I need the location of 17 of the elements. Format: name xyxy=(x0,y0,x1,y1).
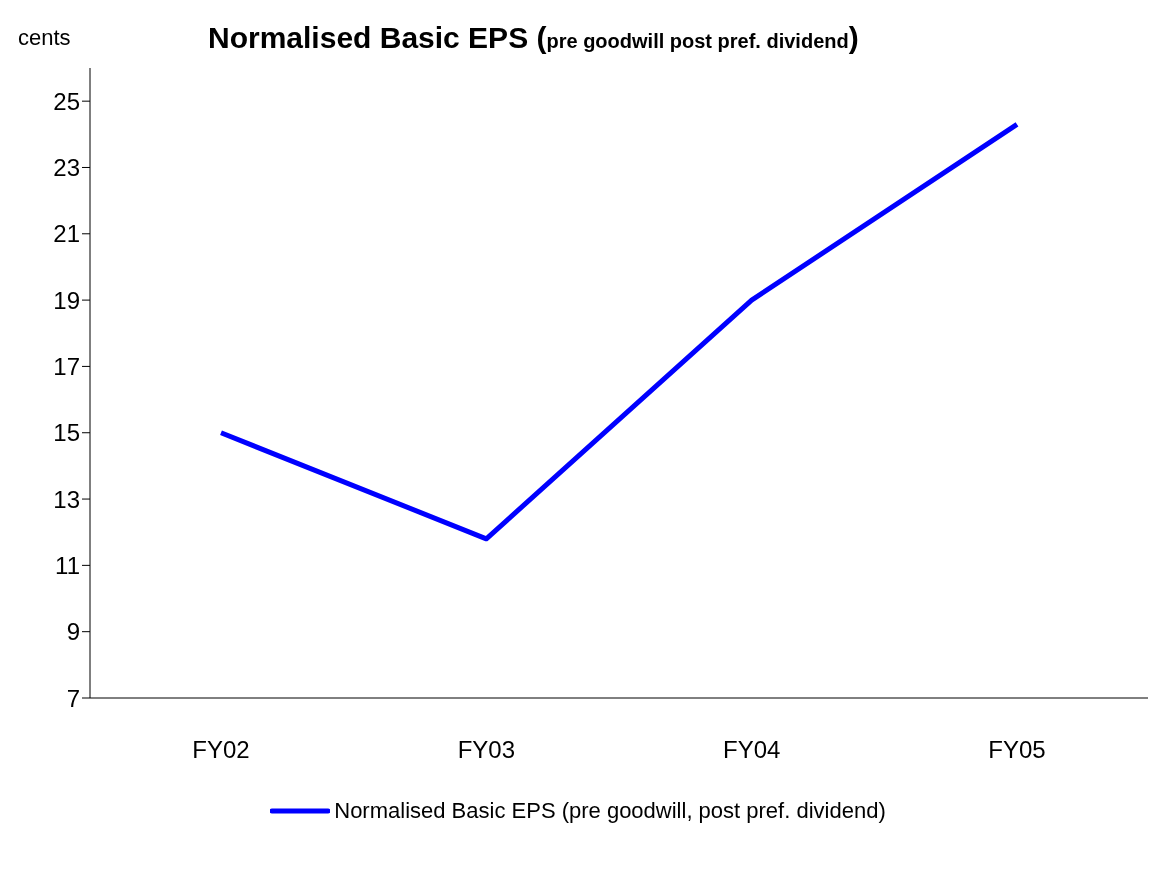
y-tick-label: 25 xyxy=(53,87,80,115)
y-tick-label: 9 xyxy=(66,618,80,646)
y-tick-label: 7 xyxy=(66,684,80,712)
chart-title: Normalised Basic EPS (pre goodwill post pref. dividend) xyxy=(208,21,859,54)
y-tick-label: 19 xyxy=(53,286,80,314)
x-tick-label: FY05 xyxy=(988,736,1046,764)
y-tick-label: 17 xyxy=(53,352,80,380)
x-tick-label: FY04 xyxy=(722,736,781,764)
y-tick-label: 15 xyxy=(53,419,80,447)
x-tick-label: FY02 xyxy=(192,736,250,764)
legend-label: Normalised Basic EPS (pre goodwill, post pref. dividend) xyxy=(334,798,886,824)
y-axis-title: cents xyxy=(17,25,72,51)
y-tick-label: 23 xyxy=(53,153,80,181)
y-tick-label: 11 xyxy=(55,551,80,579)
x-tick-label: FY03 xyxy=(457,736,516,764)
y-tick-label: 13 xyxy=(53,485,80,513)
y-tick-label: 21 xyxy=(53,220,80,248)
